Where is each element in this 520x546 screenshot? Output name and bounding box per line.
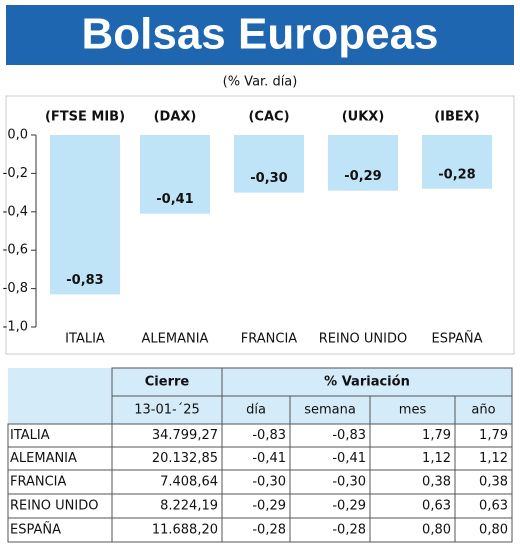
value-label: -0,41 [156,192,193,207]
table-cell-text: -0,83 [332,428,366,443]
x-tick-label: ESPAÑA [432,331,483,347]
x-tick-label: ITALIA [65,332,105,347]
table-cell-text: 0,80 [479,523,508,538]
table-cell-text: 0,63 [422,499,451,514]
table-cell-text: -0,28 [332,523,366,538]
table-cell-text: -0,29 [332,499,366,514]
table-cell-text: 0,38 [422,475,451,490]
bar [234,135,304,193]
index-label: (IBEX) [434,110,480,125]
table-header: % Variación [324,375,410,390]
chart-frame [5,95,515,355]
bar [50,135,120,295]
bar [422,135,492,189]
value-label: -0,83 [66,273,103,288]
value-label: -0,29 [344,169,381,184]
bar [140,135,210,214]
table-cell-text: -0,41 [252,451,286,466]
table-cell-text: -0,41 [332,451,366,466]
y-tick-label: -1,0 [3,320,28,335]
table-cell [454,517,513,543]
title-banner [6,5,514,65]
table-cell-text: FRANCIA [10,475,67,490]
table-cell-text: -0,28 [252,523,286,538]
table-cell-text: ESPAÑA [10,522,61,538]
index-label: (UKX) [342,110,385,125]
table-subheader: mes [399,403,427,418]
table-cell-text: 1,79 [422,428,451,443]
table-cell-text: ALEMANIA [10,451,77,466]
y-tick-label: -0,4 [3,204,28,219]
index-label: (CAC) [248,110,289,125]
y-tick-label: -0,8 [3,281,28,296]
table-cell-text: 7.408,64 [160,475,218,490]
table-cell-text: 20.132,85 [152,451,218,466]
table-cell-text: -0,83 [252,428,286,443]
table-cell-text: -0,29 [252,499,286,514]
table-cell-text: 0,63 [479,499,508,514]
table-cell-text: REINO UNIDO [10,499,99,514]
y-tick-label: -0,2 [3,166,28,181]
table-cell-text: 8.224,19 [160,499,218,514]
chart-subtitle: (% Var. día) [223,75,298,90]
index-label: (FTSE MIB) [45,110,125,125]
table-subheader: semana [304,403,356,418]
table-cell-text: 0,38 [479,475,508,490]
table-subheader: año [471,403,495,418]
table-cell-text: -0,30 [252,475,286,490]
y-tick-label: 0,0 [7,128,28,143]
table-cell-text: 11.688,20 [152,523,218,538]
table-subheader: día [246,403,266,418]
table-subheader: 13-01-´25 [134,403,200,418]
chart-title: Bolsas Europeas [81,10,438,59]
table-cell-text: -0,30 [332,475,366,490]
table-cell-text: 1,79 [479,428,508,443]
table-cell-text: 1,12 [479,451,508,466]
table-cell-text: ITALIA [10,428,50,443]
x-tick-label: FRANCIA [241,332,298,347]
value-label: -0,28 [438,167,475,182]
value-label: -0,30 [250,171,287,186]
index-label: (DAX) [154,110,197,125]
table-cell-text: 34.799,27 [152,428,218,443]
x-tick-label: REINO UNIDO [319,332,408,347]
y-tick-label: -0,6 [3,243,28,258]
x-tick-label: ALEMANIA [142,332,209,347]
table-header: Cierre [145,375,190,390]
table-cell-text: 0,80 [422,523,451,538]
bar [328,135,398,191]
table-cell-text: 1,12 [422,451,451,466]
